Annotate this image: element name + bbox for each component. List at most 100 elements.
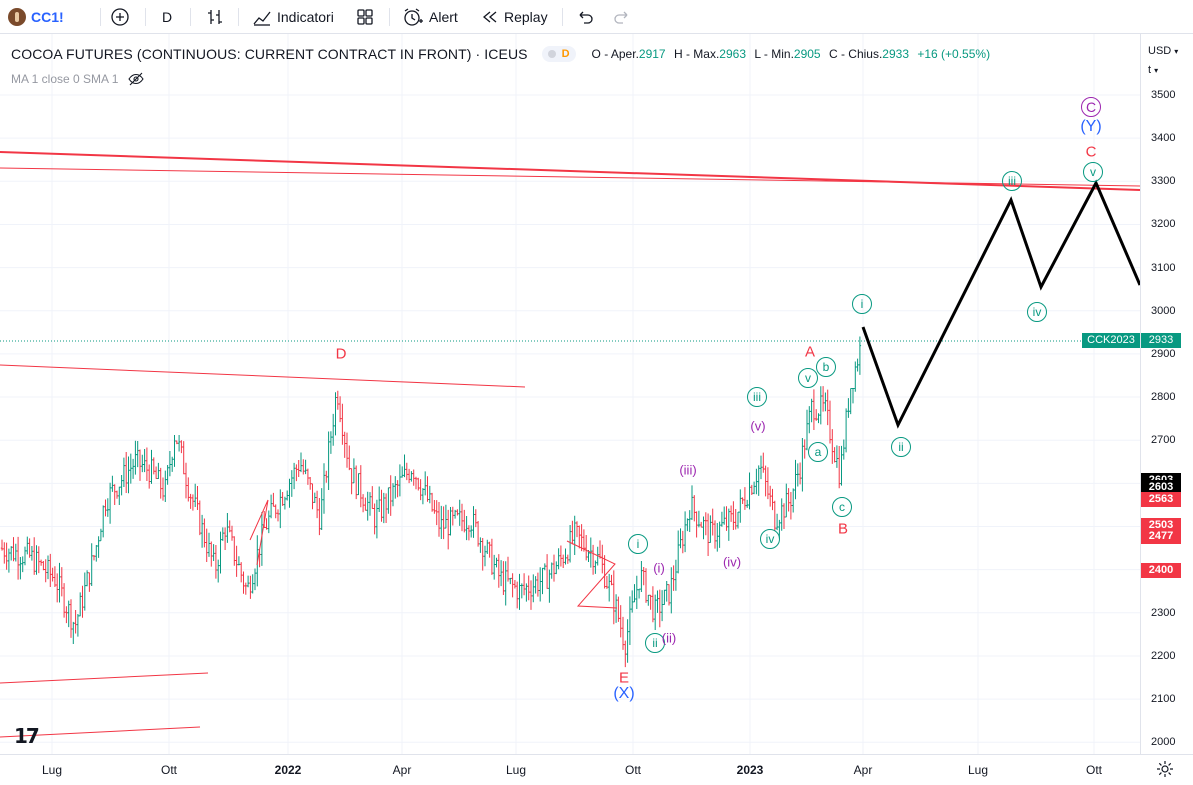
rewind-icon <box>482 11 497 22</box>
ohlc-bar <box>221 527 224 541</box>
upper-trendline-thin[interactable] <box>0 167 1140 187</box>
chart-canvas[interactable] <box>0 34 1140 754</box>
ohlc-bar <box>509 577 512 585</box>
series-legend[interactable]: COCOA FUTURES (CONTINUOUS: CURRENT CONTR… <box>11 46 990 62</box>
time-tick-label: Lug <box>505 763 527 777</box>
time-tick-label: Ott <box>624 763 642 777</box>
ohlc-bar <box>295 464 298 482</box>
ohlc-bar <box>394 476 397 499</box>
ohlc-bar <box>53 566 57 588</box>
ohlc-bar <box>497 554 500 588</box>
alert-button[interactable]: Alert <box>402 0 458 33</box>
ohlc-bar <box>398 464 402 497</box>
ohlc-bar <box>83 572 86 611</box>
undo-icon <box>579 11 593 24</box>
ohlc-bar <box>157 462 160 479</box>
price-tick-label: 2800 <box>1151 391 1176 404</box>
wedge-pattern[interactable] <box>249 499 269 566</box>
wave-label-C2: C <box>1085 143 1097 161</box>
replay-button[interactable]: Replay <box>481 0 548 33</box>
eye-hidden-icon[interactable] <box>128 72 145 86</box>
ohlc-bar <box>674 559 678 591</box>
ohlc-bar <box>502 561 505 596</box>
ohlc-bar <box>435 500 438 526</box>
wave-label-ii2: ii <box>645 633 665 653</box>
ohlc-bar <box>325 470 328 483</box>
ohlc-bar <box>131 458 135 479</box>
ohlc-bar <box>154 466 158 479</box>
ohlc-bar <box>734 508 737 530</box>
ohlc-bar <box>442 506 445 540</box>
chart-type-button[interactable] <box>205 0 225 33</box>
ohlc-bar <box>518 573 521 610</box>
ohlc-bar <box>706 513 710 557</box>
ohlc-bar <box>470 525 473 538</box>
ohlc-bar <box>545 554 549 589</box>
wave-label-c: c <box>832 497 852 517</box>
time-scale[interactable]: Lug Ott 2022 Apr Lug Ott 2023 Apr Lug Ott <box>0 754 1193 785</box>
ohlc-bar <box>145 447 149 481</box>
toolbar-divider <box>562 8 563 26</box>
ohlc-bar <box>315 490 319 519</box>
ma-indicator-legend[interactable]: MA 1 close 0 SMA 1 <box>11 72 145 86</box>
redo-button[interactable] <box>612 0 632 33</box>
grid-lines <box>0 34 1140 754</box>
compare-button[interactable] <box>110 0 130 33</box>
ohlc-bar <box>357 473 360 496</box>
ohlc-bar <box>578 525 581 549</box>
ohlc-bar <box>292 462 296 490</box>
ohlc-bar <box>513 579 517 589</box>
ohlc-bar <box>447 509 450 550</box>
settings-gear-icon[interactable] <box>1156 760 1174 778</box>
ohlc-bar <box>88 572 91 592</box>
ohlc-bar <box>739 489 742 523</box>
ohlc-bar <box>612 570 615 625</box>
undo-button[interactable] <box>575 0 595 33</box>
ohlc-bar <box>164 470 167 502</box>
ohlc-bar <box>368 492 372 516</box>
ohlc-bar <box>299 452 303 473</box>
ohlc-bar <box>506 556 510 582</box>
ohlc-bar <box>757 465 760 496</box>
wave-label-p-iv: (iv) <box>722 554 742 570</box>
wave-label-p-iii: (iii) <box>679 462 697 478</box>
ohlc-bar <box>228 520 231 533</box>
ohlc-bar <box>493 554 496 580</box>
price-scale[interactable]: USD ▾ t ▾ 3500 3400 3300 3200 3100 3000 2900 28… <box>1141 34 1193 754</box>
price-tick-label: 3400 <box>1151 132 1176 145</box>
chart-pane[interactable]: 17 D E (X) A B i ii i ii iii iv v a b c … <box>0 34 1141 754</box>
wave-label-Y: (Y) <box>1080 118 1102 135</box>
layouts-button[interactable] <box>355 0 375 33</box>
ohlc-bar <box>456 509 459 516</box>
interval-label: D <box>162 8 173 25</box>
projection-path[interactable] <box>861 179 1140 429</box>
triangle-pattern[interactable] <box>566 540 618 609</box>
ohlc-bar <box>725 506 728 531</box>
ohlc-bar <box>746 499 749 508</box>
ohlc-bar <box>690 485 694 520</box>
ohlc-bar <box>564 548 567 565</box>
ohlc-bar <box>536 572 540 597</box>
lower-trendline-1[interactable] <box>0 672 209 684</box>
time-tick-label: Apr <box>853 763 873 777</box>
ohlc-bar <box>644 568 648 603</box>
ohlc-bar <box>729 505 733 522</box>
interval-button[interactable]: D <box>162 0 172 33</box>
ohlc-bar <box>677 530 680 574</box>
ohlc-bar <box>522 573 526 596</box>
currency-unit-selector[interactable]: USD ▾ t ▾ <box>1148 45 1179 76</box>
lower-trendline-2[interactable] <box>0 726 201 738</box>
symbol-search[interactable]: CC1! <box>8 0 64 33</box>
ohlc-bar <box>693 495 696 522</box>
ohlc-bar <box>555 561 558 575</box>
ohlc-bar <box>56 573 59 603</box>
indicators-button[interactable]: Indicatori <box>252 0 334 33</box>
d-trendline[interactable] <box>0 364 526 388</box>
ohlc-bar <box>640 561 643 592</box>
ohlc-bar <box>51 567 54 582</box>
wave-label-D: D <box>335 345 347 363</box>
ohlc-bar <box>419 479 422 501</box>
upper-trendline-thick[interactable] <box>0 151 1140 191</box>
ohlc-bar <box>587 550 590 563</box>
ohlc-bar <box>348 445 351 471</box>
